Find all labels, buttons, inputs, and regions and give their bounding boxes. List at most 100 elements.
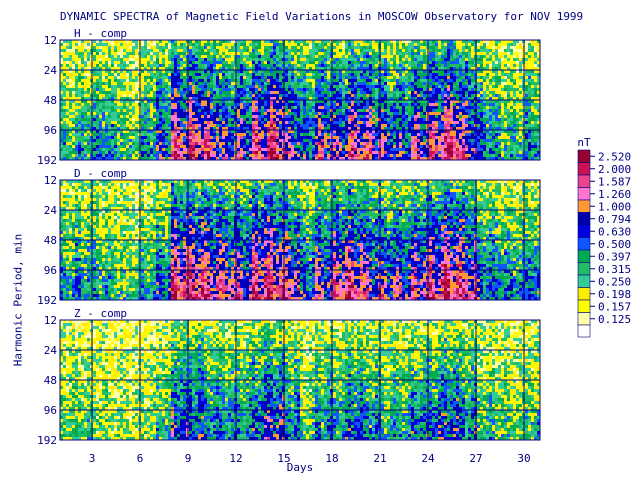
spectrum-cell xyxy=(159,88,162,91)
spectrum-cell xyxy=(246,139,249,142)
spectrum-cell xyxy=(210,52,213,55)
spectrum-cell xyxy=(306,124,309,127)
spectrum-cell xyxy=(63,43,66,46)
spectrum-cell xyxy=(135,94,138,97)
spectrum-cell xyxy=(276,85,279,88)
spectrum-cell xyxy=(342,76,345,79)
spectrum-cell xyxy=(255,64,258,67)
spectrum-cell xyxy=(309,55,312,58)
spectrum-cell xyxy=(294,46,297,49)
spectrum-cell xyxy=(216,88,219,91)
spectrum-cell xyxy=(399,88,402,91)
spectrum-cell xyxy=(120,55,123,58)
spectrum-cell xyxy=(414,49,417,52)
spectrum-cell xyxy=(174,154,177,157)
spectrum-cell xyxy=(237,118,240,121)
spectrum-cell xyxy=(237,112,240,115)
spectrum-cell xyxy=(258,145,261,148)
spectrum-cell xyxy=(345,85,348,88)
spectrum-cell xyxy=(123,148,126,151)
spectrum-cell xyxy=(279,145,282,148)
spectrum-cell xyxy=(153,49,156,52)
spectrum-cell xyxy=(432,133,435,136)
spectrum-cell xyxy=(288,118,291,121)
spectrum-cell xyxy=(360,85,363,88)
spectrum-cell xyxy=(342,148,345,151)
spectrum-cell xyxy=(372,55,375,58)
spectrum-cell xyxy=(213,151,216,154)
spectrum-cell xyxy=(342,94,345,97)
spectrum-cell xyxy=(78,124,81,127)
spectrum-cell xyxy=(144,142,147,145)
spectrum-cell xyxy=(345,73,348,76)
spectrum-cell xyxy=(204,151,207,154)
spectrum-cell xyxy=(111,82,114,85)
spectrum-cell xyxy=(285,79,288,82)
spectrum-cell xyxy=(375,109,378,112)
spectrum-cell xyxy=(285,154,288,157)
spectrum-cell xyxy=(171,106,174,109)
spectrum-cell xyxy=(393,91,396,94)
spectrum-cell xyxy=(174,106,177,109)
spectrum-cell xyxy=(384,64,387,67)
spectrum-cell xyxy=(87,106,90,109)
spectrum-cell xyxy=(360,64,363,67)
spectrum-cell xyxy=(384,151,387,154)
spectrum-cell xyxy=(144,58,147,61)
spectrum-cell xyxy=(348,103,351,106)
spectrum-cell xyxy=(249,103,252,106)
spectrum-cell xyxy=(162,154,165,157)
spectrum-cell xyxy=(99,49,102,52)
spectrum-cell xyxy=(219,58,222,61)
spectrum-cell xyxy=(120,85,123,88)
spectrum-cell xyxy=(294,61,297,64)
spectrum-cell xyxy=(360,121,363,124)
spectrum-cell xyxy=(66,118,69,121)
spectrum-cell xyxy=(189,139,192,142)
spectrum-cell xyxy=(171,139,174,142)
spectrum-cell xyxy=(204,58,207,61)
spectrum-cell xyxy=(252,154,255,157)
spectrum-cell xyxy=(327,76,330,79)
spectrum-cell xyxy=(336,82,339,85)
spectrum-cell xyxy=(84,61,87,64)
spectrum-cell xyxy=(216,112,219,115)
spectrum-cell xyxy=(132,58,135,61)
spectrum-cell xyxy=(105,55,108,58)
spectrum-cell xyxy=(375,121,378,124)
spectrum-cell xyxy=(246,43,249,46)
spectrum-cell xyxy=(156,139,159,142)
spectrum-cell xyxy=(132,79,135,82)
spectrum-cell xyxy=(195,109,198,112)
spectrum-cell xyxy=(204,118,207,121)
spectrum-cell xyxy=(294,151,297,154)
spectrum-cell xyxy=(336,145,339,148)
spectrum-cell xyxy=(336,136,339,139)
spectrum-cell xyxy=(390,136,393,139)
spectrum-cell xyxy=(96,43,99,46)
spectrum-cell xyxy=(237,151,240,154)
spectrum-cell xyxy=(210,76,213,79)
spectrum-cell xyxy=(306,103,309,106)
spectrum-cell xyxy=(306,88,309,91)
spectrum-cell xyxy=(66,106,69,109)
spectrum-cell xyxy=(417,115,420,118)
spectrum-cell xyxy=(357,43,360,46)
spectrum-cell xyxy=(345,79,348,82)
spectrum-cell xyxy=(243,46,246,49)
spectrum-cell xyxy=(228,142,231,145)
spectrum-cell xyxy=(273,115,276,118)
spectrum-cell xyxy=(270,124,273,127)
spectrum-cell xyxy=(288,139,291,142)
spectrum-cell xyxy=(363,121,366,124)
spectrum-cell xyxy=(165,151,168,154)
spectrum-cell xyxy=(228,139,231,142)
spectrum-cell xyxy=(369,82,372,85)
spectrum-cell xyxy=(390,133,393,136)
spectrum-cell xyxy=(375,136,378,139)
spectrum-cell xyxy=(390,139,393,142)
spectrum-cell xyxy=(219,85,222,88)
spectrum-cell xyxy=(411,139,414,142)
spectrum-cell xyxy=(216,154,219,157)
spectrum-cell xyxy=(174,85,177,88)
